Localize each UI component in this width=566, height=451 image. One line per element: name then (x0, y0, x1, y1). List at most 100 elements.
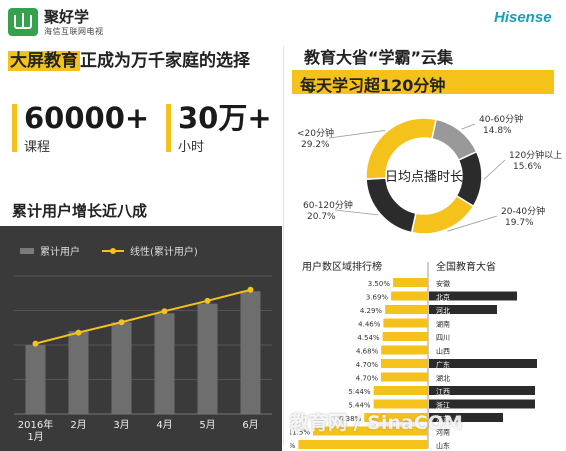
stat-accent-bar (12, 104, 17, 152)
app-logo-subtitle: 海信互联网电视 (44, 27, 104, 36)
ranking-value-label: 4.70% (356, 375, 379, 383)
donut-slice-label: <20分钟 (297, 127, 334, 139)
national-bar (429, 386, 535, 395)
province-label: 浙江 (436, 401, 450, 410)
donut-slice-value: 20.7% (307, 212, 336, 222)
trend-point (161, 308, 168, 315)
ranking-bar (364, 413, 428, 422)
ranking-value-label: 5.44% (348, 402, 371, 410)
bar (197, 303, 218, 414)
ranking-bar (391, 291, 428, 301)
ranking-value-label: 4.70% (356, 361, 379, 369)
donut-slice-value: 19.7% (505, 218, 534, 228)
province-label: 安徽 (436, 279, 450, 288)
stat-hours-label: 小时 (178, 140, 205, 155)
ranking-value-label: 3.69% (366, 294, 389, 302)
growth-chart: 累计用户 线性(累计用户) 2016年 1月 2月 3月 4月 5月 6月 (14, 245, 272, 443)
province-label: 山西 (436, 347, 450, 356)
ranking-bar (313, 426, 428, 436)
ranking-value-label: 12.96% (290, 442, 296, 450)
donut-leader-line (447, 215, 498, 232)
ranking-value-label: 11.5% (290, 429, 310, 437)
ranking-bar (373, 386, 428, 395)
stat-courses-label: 课程 (24, 140, 51, 155)
growth-chart-panel: 累计用户 线性(累计用户) 2016年 1月 2月 3月 4月 5月 6月 (0, 226, 282, 451)
donut-slice-label: 120分钟以上 (509, 149, 562, 161)
ranking-bar (381, 359, 428, 368)
donut-leader-line (334, 209, 379, 216)
ranking-bar (383, 318, 428, 328)
column-divider (283, 46, 284, 446)
region-ranking-chart: 用户数区域排行榜 全国教育大省 3.50% 安徽 3.69% 北京 4.29% 河北 4.46%… (290, 260, 537, 450)
bar (111, 322, 132, 414)
ranking-bar (373, 399, 428, 409)
ranking-value-label: 4.46% (358, 321, 381, 329)
legend-swatch-bars (20, 248, 34, 254)
x-tick-label: 6月 (242, 419, 258, 431)
donut-slice (431, 118, 478, 162)
headline-highlight: 大屏教育 (8, 51, 80, 71)
donut-center-label: 日均点播时长 (385, 170, 463, 185)
right-subheadline: 每天学习超120分钟 (300, 76, 446, 95)
left-headline: 大屏教育 正成为万千家庭的选择 (8, 46, 250, 71)
ranking-value-label: 4.29% (360, 307, 383, 315)
trend-line (35, 288, 251, 345)
trend-point (118, 319, 125, 326)
legend-label-bars: 累计用户 (40, 245, 80, 258)
province-label: 江苏 (436, 414, 450, 423)
province-label: 北京 (436, 293, 450, 302)
ranking-bar (298, 440, 428, 449)
legend-label-trend: 线性(累计用户) (130, 245, 198, 258)
ranking-value-label: 3.50% (368, 280, 391, 288)
headline-rest: 正成为万千家庭的选择 (80, 51, 250, 71)
bar (25, 345, 46, 414)
x-tick-label: 2016年 1月 (18, 418, 53, 443)
stat-accent-bar (166, 104, 171, 152)
ranking-bar (385, 305, 428, 314)
ranking-value-label: 6.38% (339, 415, 362, 423)
donut-leader-line (328, 130, 386, 139)
national-bar (429, 399, 535, 409)
donut-slice-label: 40-60分钟 (479, 113, 523, 125)
ranking-value-label: 5.44% (348, 388, 371, 396)
donut-slice (410, 194, 475, 235)
province-label: 江西 (436, 388, 450, 396)
donut-slice-value: 15.6% (513, 162, 542, 172)
donut-slice-value: 29.2% (301, 140, 330, 150)
bar (68, 331, 89, 414)
donut-leader-line (461, 123, 476, 130)
province-label: 河南 (436, 428, 450, 437)
donut-slice-label: 60-120分钟 (303, 199, 353, 211)
brand-logo: Hisense (494, 9, 552, 26)
right-headline: 教育大省“学霸”云集 (304, 48, 454, 67)
province-label: 广东 (436, 360, 450, 369)
watermark: 教育网 / SinaCOM (290, 412, 463, 434)
ranking-title: 用户数区域排行榜 (302, 260, 382, 273)
ranking-bar (382, 332, 428, 341)
ranking-subtitle: 全国教育大省 (436, 260, 496, 273)
x-tick-label: 3月 (113, 419, 129, 431)
province-label: 山东 (436, 441, 450, 450)
legend-marker-trend (110, 248, 116, 254)
bar (240, 291, 261, 414)
subheadline-band (292, 70, 554, 94)
trend-point (247, 286, 254, 293)
province-label: 湖北 (436, 374, 450, 383)
donut-slice-value: 14.8% (483, 126, 512, 136)
ranking-bar (393, 278, 428, 287)
ranking-value-label: 4.54% (357, 334, 380, 342)
national-bar (429, 291, 517, 301)
x-tick-label: 2月 (70, 419, 86, 431)
growth-chart-title: 累计用户增长近八成 (12, 202, 148, 220)
x-tick-label: 5月 (199, 419, 215, 431)
donut-leader-line (483, 159, 506, 180)
app-logo-name: 聚好学 (44, 8, 90, 26)
province-label: 四川 (436, 334, 450, 342)
ranking-bar (381, 345, 428, 355)
province-label: 河北 (436, 307, 450, 315)
trend-point (75, 329, 82, 336)
province-label: 湖南 (436, 320, 450, 329)
ranking-bar (381, 372, 428, 382)
bar (154, 313, 175, 414)
ranking-value-label: 4.68% (356, 348, 379, 356)
